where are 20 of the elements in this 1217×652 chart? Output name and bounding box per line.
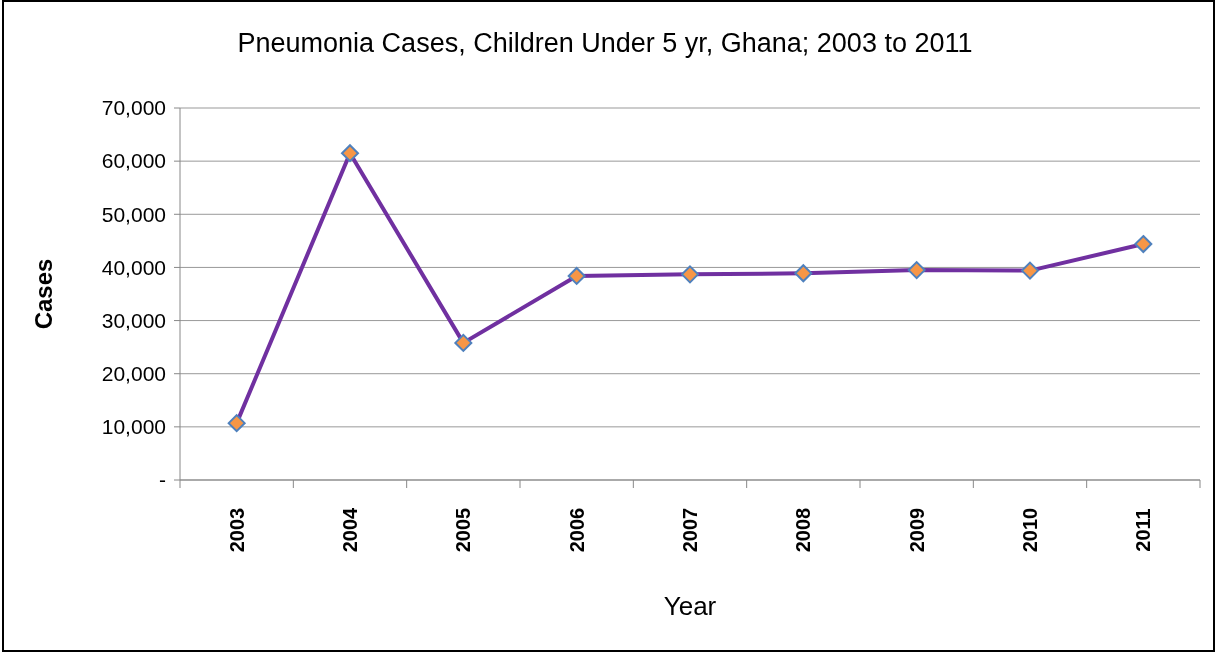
y-tick-label: 50,000 [101, 202, 166, 226]
y-tick-label: - [159, 468, 166, 492]
y-axis-title: Cases [30, 258, 57, 330]
x-tick-label: 2010 [1019, 507, 1041, 553]
x-axis-title: Year [663, 591, 717, 621]
y-tick-label: 60,000 [101, 149, 166, 173]
y-tick-label: 10,000 [101, 415, 166, 439]
y-tick-label: 30,000 [101, 308, 166, 332]
x-tick-label: 2004 [339, 506, 361, 553]
y-tick-label: 40,000 [101, 255, 166, 279]
y-tick-label: 20,000 [101, 362, 166, 386]
x-tick-label: 2009 [905, 507, 928, 553]
x-tick-label: 2006 [565, 507, 588, 553]
y-tick-label: 70,000 [101, 96, 166, 120]
x-tick-label: 2007 [679, 507, 701, 553]
x-tick-label: 2005 [452, 507, 475, 553]
x-tick-label: 2011 [1132, 508, 1155, 552]
chart-title: Pneumonia Cases, Children Under 5 yr, Ghana; 2003 to 2011 [237, 28, 973, 58]
x-tick-label: 2008 [792, 507, 815, 553]
x-tick-label: 2003 [225, 507, 248, 553]
